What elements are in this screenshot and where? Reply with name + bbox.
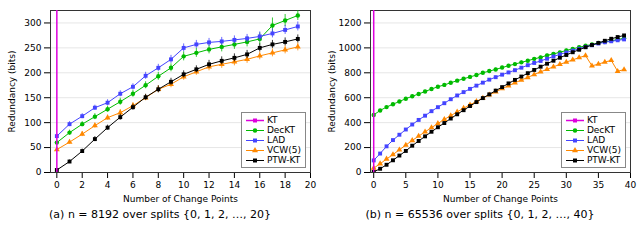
svg-text:15: 15 <box>464 180 475 190</box>
svg-text:12: 12 <box>203 180 214 190</box>
svg-text:Redundancy (bits): Redundancy (bits) <box>327 50 337 132</box>
svg-text:20: 20 <box>305 180 317 190</box>
html-text:DecKT: DecKT <box>586 125 615 135</box>
svg-text:30: 30 <box>561 180 573 190</box>
svg-text:35: 35 <box>593 180 604 190</box>
svg-text:4: 4 <box>105 180 111 190</box>
svg-text:10: 10 <box>432 180 444 190</box>
svg-text:5: 5 <box>403 180 409 190</box>
svg-text:250: 250 <box>24 43 41 53</box>
svg-text:300: 300 <box>24 18 41 28</box>
svg-text:Redundancy (bits): Redundancy (bits) <box>7 50 17 132</box>
svg-text:Number of Change Points: Number of Change Points <box>123 194 238 204</box>
html-text:(b) n = 65536 over splits {0,: (b) n = 65536 over splits {0, 1, 2, …, 4… <box>365 208 595 221</box>
svg-text:40: 40 <box>625 180 637 190</box>
svg-text:Number of Change Points: Number of Change Points <box>443 194 558 204</box>
svg-text:0: 0 <box>356 167 362 177</box>
svg-text:0: 0 <box>54 180 60 190</box>
svg-text:20: 20 <box>496 180 508 190</box>
svg-text:1200: 1200 <box>339 18 362 28</box>
html-text:KT: KT <box>266 115 278 125</box>
html-text:LAD: LAD <box>266 135 286 145</box>
html-text:(a) n = 8192 over splits {0, 1: (a) n = 8192 over splits {0, 1, 2, …, 20… <box>49 208 271 221</box>
svg-text:200: 200 <box>344 142 361 152</box>
html-text:KT: KT <box>586 115 598 125</box>
svg-text:8: 8 <box>155 180 161 190</box>
html-text:LAD: LAD <box>586 135 606 145</box>
svg-text:25: 25 <box>528 180 539 190</box>
svg-text:18: 18 <box>279 180 291 190</box>
svg-text:6: 6 <box>130 180 136 190</box>
svg-text:400: 400 <box>344 118 361 128</box>
svg-text:2: 2 <box>79 180 85 190</box>
svg-text:800: 800 <box>344 68 361 78</box>
svg-text:10: 10 <box>178 180 190 190</box>
svg-text:50: 50 <box>30 142 42 152</box>
svg-text:150: 150 <box>24 93 41 103</box>
html-text:PTW-KT: PTW-KT <box>586 155 621 165</box>
svg-text:0: 0 <box>36 167 42 177</box>
html-text:VCW(5): VCW(5) <box>586 145 621 155</box>
svg-text:16: 16 <box>254 180 266 190</box>
svg-text:200: 200 <box>24 68 41 78</box>
html-text:PTW-KT: PTW-KT <box>266 155 301 165</box>
svg-text:100: 100 <box>24 118 41 128</box>
html-text:VCW(5): VCW(5) <box>266 145 301 155</box>
html-text:DecKT: DecKT <box>266 125 295 135</box>
svg-text:600: 600 <box>344 93 361 103</box>
svg-text:0: 0 <box>371 180 377 190</box>
svg-text:1000: 1000 <box>339 43 362 53</box>
svg-text:14: 14 <box>229 180 241 190</box>
